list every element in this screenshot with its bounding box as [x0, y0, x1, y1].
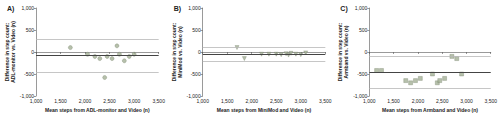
svg-text:2,000: 2,000 — [245, 98, 258, 104]
svg-text:1,500: 1,500 — [387, 98, 400, 104]
svg-text:2,000: 2,000 — [412, 98, 425, 104]
svg-text:500: 500 — [359, 27, 368, 33]
svg-text:1,000: 1,000 — [30, 98, 43, 104]
svg-text:-1,000: -1,000 — [353, 93, 368, 99]
svg-text:500: 500 — [26, 27, 35, 33]
svg-text:A): A) — [7, 5, 14, 13]
svg-text:3,500: 3,500 — [319, 98, 332, 104]
svg-text:0: 0 — [198, 49, 201, 55]
svg-text:0: 0 — [365, 49, 368, 55]
svg-text:MiniMod vs. Video (n): MiniMod vs. Video (n) — [177, 26, 183, 78]
svg-text:Armband vs. Video (n): Armband vs. Video (n) — [343, 25, 349, 78]
svg-text:1,500: 1,500 — [221, 98, 234, 104]
svg-text:-500: -500 — [24, 71, 34, 77]
svg-text:Difference in step count:: Difference in step count: — [170, 22, 177, 82]
svg-text:1,500: 1,500 — [54, 98, 67, 104]
svg-text:B): B) — [174, 5, 181, 13]
svg-text:2,500: 2,500 — [103, 98, 116, 104]
svg-text:3,000: 3,000 — [460, 98, 473, 104]
svg-text:500: 500 — [192, 27, 201, 33]
svg-text:Difference in step count:: Difference in step count: — [337, 22, 344, 82]
svg-text:3,500: 3,500 — [484, 98, 497, 104]
svg-text:1,000: 1,000 — [188, 5, 201, 11]
svg-text:2,000: 2,000 — [79, 98, 92, 104]
svg-text:ADL-monitor vs. Video (n): ADL-monitor vs. Video (n) — [10, 21, 16, 83]
svg-text:-500: -500 — [357, 71, 367, 77]
svg-text:1,000: 1,000 — [363, 98, 376, 104]
svg-text:Mean steps from Armband and Vi: Mean steps from Armband and Video (n) — [382, 107, 478, 113]
svg-text:1,000: 1,000 — [355, 5, 368, 11]
svg-text:-1,000: -1,000 — [186, 93, 201, 99]
svg-text:1,000: 1,000 — [196, 98, 209, 104]
svg-text:Difference in step count:: Difference in step count: — [3, 22, 10, 82]
svg-text:2,500: 2,500 — [436, 98, 449, 104]
svg-text:3,000: 3,000 — [295, 98, 308, 104]
svg-text:-500: -500 — [191, 71, 201, 77]
svg-text:-1,000: -1,000 — [19, 93, 34, 99]
svg-text:1,000: 1,000 — [21, 5, 34, 11]
svg-text:C): C) — [340, 5, 347, 13]
svg-text:2,500: 2,500 — [270, 98, 283, 104]
svg-text:3,500: 3,500 — [152, 98, 165, 104]
svg-text:0: 0 — [31, 49, 34, 55]
svg-text:3,000: 3,000 — [128, 98, 141, 104]
svg-text:Mean steps from ADL-monitor an: Mean steps from ADL-monitor and Video (n… — [45, 107, 150, 113]
svg-text:Mean steps from MiniMod and Vi: Mean steps from MiniMod and Video (n) — [217, 107, 312, 113]
